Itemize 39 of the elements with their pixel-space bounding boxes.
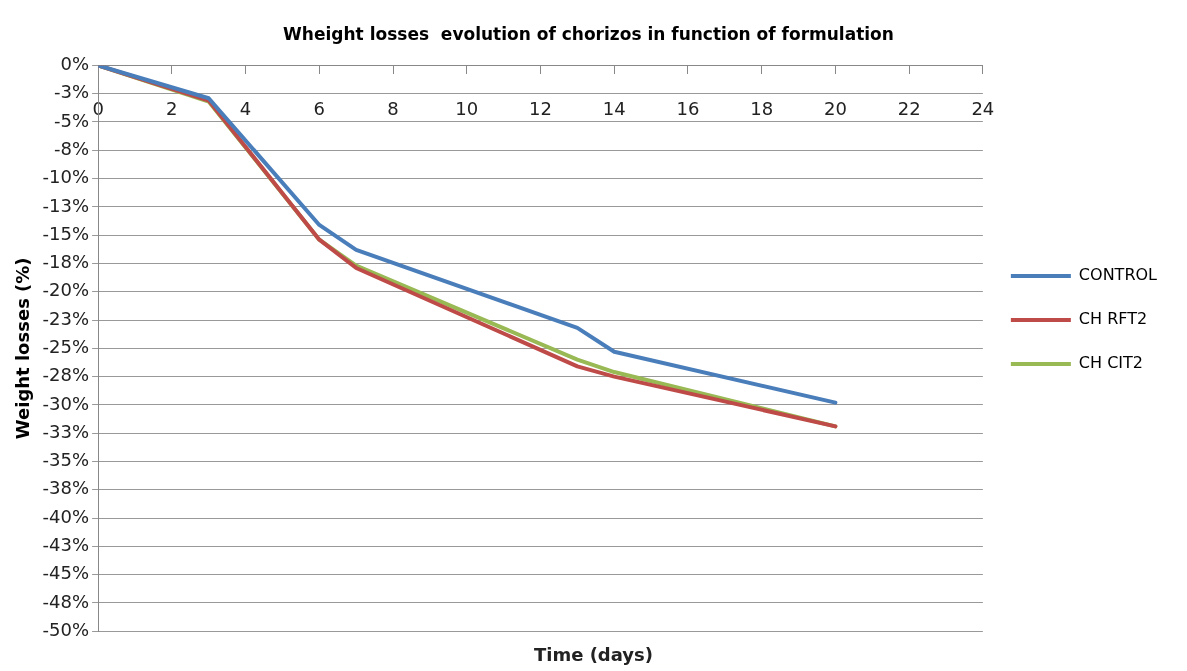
- y-tick-label: -45%: [42, 562, 90, 584]
- y-tick-label: -8%: [54, 137, 90, 159]
- x-tick-label: 6: [313, 97, 326, 119]
- y-tick-label: 0%: [60, 53, 90, 75]
- x-tick-label: 22: [897, 97, 921, 119]
- y-tick-label: -25%: [42, 335, 90, 357]
- y-tick-label: -5%: [54, 109, 90, 131]
- y-tick-label: -30%: [42, 392, 90, 414]
- y-tick-label: -15%: [42, 222, 90, 244]
- y-tick-label: -38%: [42, 477, 90, 499]
- y-axis-title: Weight losses (%): [12, 257, 34, 440]
- chart-title: Wheight losses evolution of chorizos in function of formulation: [283, 23, 894, 44]
- y-tick-label: -50%: [42, 618, 90, 640]
- y-tick-label: -3%: [54, 81, 90, 103]
- legend-label: CONTROL: [1078, 265, 1158, 285]
- x-tick-label: 8: [387, 97, 399, 119]
- y-tick-label: -35%: [42, 449, 90, 471]
- y-tick-label: -48%: [42, 590, 90, 612]
- x-tick-label: 4: [239, 97, 252, 119]
- legend-label: CH CIT2: [1078, 353, 1144, 373]
- x-tick-label: 16: [676, 97, 700, 119]
- x-tick-label: 2: [166, 97, 178, 119]
- legend-label: CH RFT2: [1078, 309, 1148, 329]
- x-tick-label: 24: [971, 97, 995, 119]
- y-tick-label: -10%: [42, 166, 90, 188]
- y-tick-label: -18%: [42, 251, 90, 273]
- x-tick-label: 20: [823, 97, 847, 119]
- y-tick-label: -23%: [42, 307, 90, 329]
- y-tick-label: -43%: [42, 534, 90, 555]
- y-tick-label: -33%: [42, 420, 90, 442]
- x-tick-label: 18: [750, 97, 774, 119]
- y-tick-label: -40%: [42, 505, 90, 527]
- x-tick-label: 14: [602, 97, 626, 119]
- x-tick-label: 12: [529, 97, 552, 119]
- x-axis-title: Time (days): [532, 644, 655, 665]
- y-tick-label: -28%: [42, 364, 90, 386]
- y-tick-label: -20%: [42, 279, 90, 301]
- x-tick-label: 10: [455, 97, 479, 119]
- y-tick-label: -13%: [42, 194, 90, 216]
